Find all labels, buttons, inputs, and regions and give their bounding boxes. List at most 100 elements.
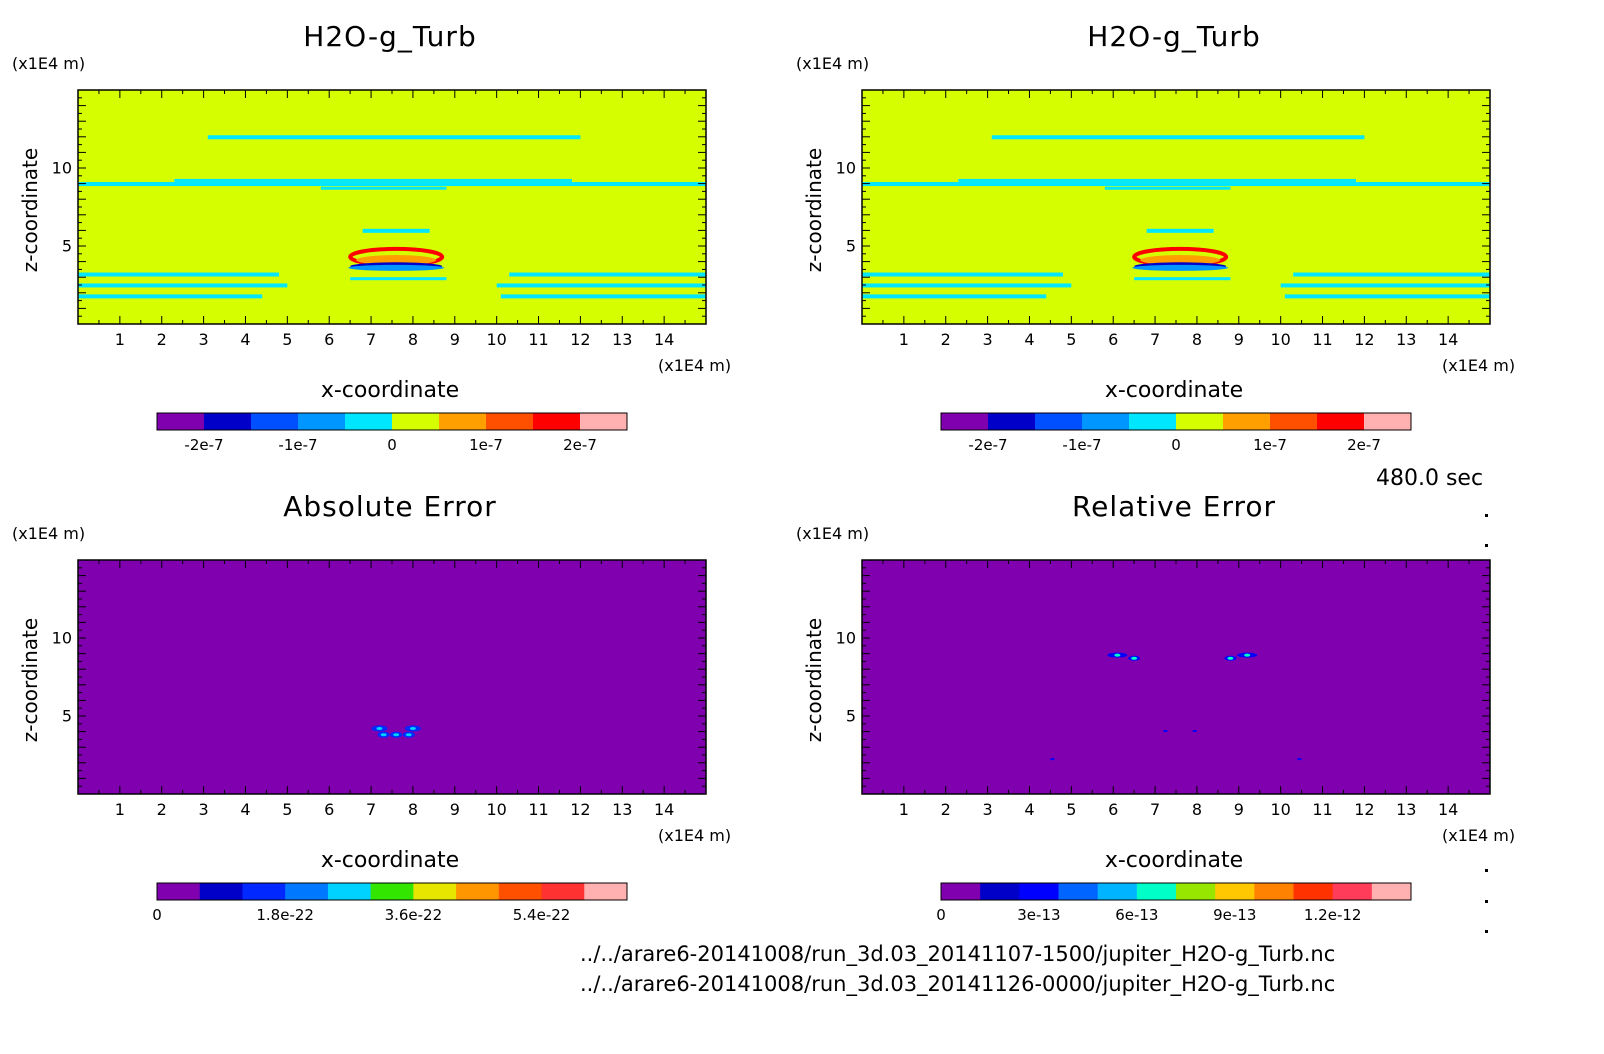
x-tick-label: 2	[940, 800, 951, 819]
field-band	[500, 294, 706, 299]
colorbar-swatch	[456, 883, 500, 900]
field-band	[174, 178, 573, 182]
x-tick-label: 7	[1149, 330, 1161, 349]
x-tick-label: 1	[898, 800, 909, 819]
field-band	[509, 272, 706, 277]
x-tick-label: 7	[1149, 800, 1161, 819]
colorbar-swatch	[584, 883, 628, 900]
field-band	[862, 283, 1072, 288]
x-tick-label: 13	[1396, 800, 1417, 819]
x-tick-label: 3	[198, 330, 209, 349]
field-band	[362, 228, 430, 233]
x-tick-label: 6	[324, 330, 335, 349]
x-tick-label: 14	[653, 800, 675, 819]
y-tick-label: 10	[51, 628, 72, 648]
colorbar-swatch	[486, 413, 534, 430]
x-tick-label: 3	[982, 330, 993, 349]
x-unit: (x1E4 m)	[1442, 356, 1516, 375]
colorbar-swatch	[1364, 413, 1412, 430]
simulation-time: 480.0 sec	[1376, 466, 1484, 491]
blob-negative-edge	[1132, 264, 1229, 271]
x-tick-label: 4	[240, 330, 251, 349]
x-tick-label: 8	[1191, 800, 1203, 819]
decor-dot	[1485, 930, 1488, 933]
field-band	[1104, 186, 1231, 190]
colorbar-swatch	[1215, 883, 1255, 900]
colorbar-swatch	[285, 883, 329, 900]
panel-h2o-left: H2O-g_Turb (x1E4 m) (x1E4 m) z-coordinat…	[0, 0, 780, 470]
y-tick-label: 5	[845, 706, 856, 726]
field-band	[78, 283, 288, 288]
x-tick-label: 1	[114, 330, 125, 349]
field-band	[78, 182, 706, 187]
colorbar-label: 3.6e-22	[384, 906, 443, 924]
colorbar-label: -2e-7	[184, 436, 224, 454]
x-tick-label: 3	[982, 800, 993, 819]
x-tick-label: 10	[486, 800, 507, 819]
colorbar-swatch	[1371, 883, 1412, 900]
y-tick-label: 5	[845, 236, 856, 256]
colorbar-swatch	[980, 883, 1020, 900]
error-speck	[1163, 730, 1168, 733]
x-axis-label: x-coordinate	[1104, 378, 1244, 403]
blob-positive-core	[356, 255, 437, 266]
x-tick-label: 2	[940, 330, 951, 349]
colorbar-swatch	[541, 883, 585, 900]
colorbar-swatch	[941, 413, 989, 430]
colorbar-label: 1.8e-22	[256, 906, 314, 924]
x-tick-label: 12	[1354, 330, 1375, 349]
x-tick-label: 6	[1108, 800, 1119, 819]
x-axis-label: x-coordinate	[320, 378, 460, 403]
field-band	[496, 283, 706, 288]
x-tick-label: 5	[1066, 330, 1077, 349]
field-band	[862, 272, 1063, 277]
x-tick-label: 2	[156, 800, 167, 819]
colorbar-label: -1e-7	[278, 436, 318, 454]
x-tick-label: 12	[570, 800, 591, 819]
x-tick-label: 7	[365, 330, 377, 349]
decor-dot	[1485, 544, 1488, 547]
colorbar-swatch	[1270, 413, 1318, 430]
colorbar-swatch	[1293, 883, 1334, 900]
blob-positive-core	[1140, 255, 1221, 266]
y-tick-label: 10	[835, 158, 856, 178]
x-tick-label: 10	[486, 330, 507, 349]
colorbar-swatch	[413, 883, 457, 900]
x-tick-label: 1	[114, 800, 125, 819]
y-unit: (x1E4 m)	[12, 524, 86, 543]
colorbar-label: 1e-7	[469, 436, 503, 454]
colorbar-label: 1e-7	[1253, 436, 1287, 454]
panel-title: Relative Error	[1071, 490, 1277, 523]
field-background	[78, 560, 706, 794]
x-tick-label: 12	[570, 330, 591, 349]
y-unit: (x1E4 m)	[796, 54, 870, 73]
x-unit: (x1E4 m)	[1442, 826, 1516, 845]
panel-title: H2O-g_Turb	[303, 20, 477, 53]
colorbar-swatch	[242, 883, 286, 900]
field-band	[862, 182, 1490, 187]
field-band	[991, 135, 1365, 140]
y-unit: (x1E4 m)	[12, 54, 86, 73]
heatmap-plot	[77, 559, 707, 901]
y-unit: (x1E4 m)	[796, 524, 870, 543]
decor-dot	[1485, 514, 1488, 517]
colorbar-swatch	[1176, 883, 1216, 900]
error-spot-core	[393, 733, 400, 737]
colorbar-labels: 1 2 3 4 5 6 7 8 9 10 11 12 13 14 5 10 0 1.8e-22 3.6e-22 5.4…	[0, 470, 780, 940]
x-tick-label: 4	[1024, 330, 1035, 349]
colorbar-swatch	[298, 413, 346, 430]
colorbar-swatch	[251, 413, 299, 430]
error-spot-core	[1227, 656, 1234, 660]
field-band	[1284, 294, 1490, 299]
colorbar-frame	[156, 882, 628, 901]
x-tick-label: 8	[407, 800, 419, 819]
colorbar-label: 0	[387, 436, 397, 454]
decor-dot	[1485, 869, 1488, 872]
colorbar-swatch	[1332, 883, 1373, 900]
blob-negative-edge	[348, 264, 445, 271]
x-tick-label: 9	[449, 800, 460, 819]
colorbar-swatch	[580, 413, 628, 430]
x-tick-label: 6	[1108, 330, 1119, 349]
colorbar-label: 0	[1171, 436, 1181, 454]
panel-h2o-right: H2O-g_Turb (x1E4 m) (x1E4 m) z-coordinat…	[784, 0, 1564, 470]
